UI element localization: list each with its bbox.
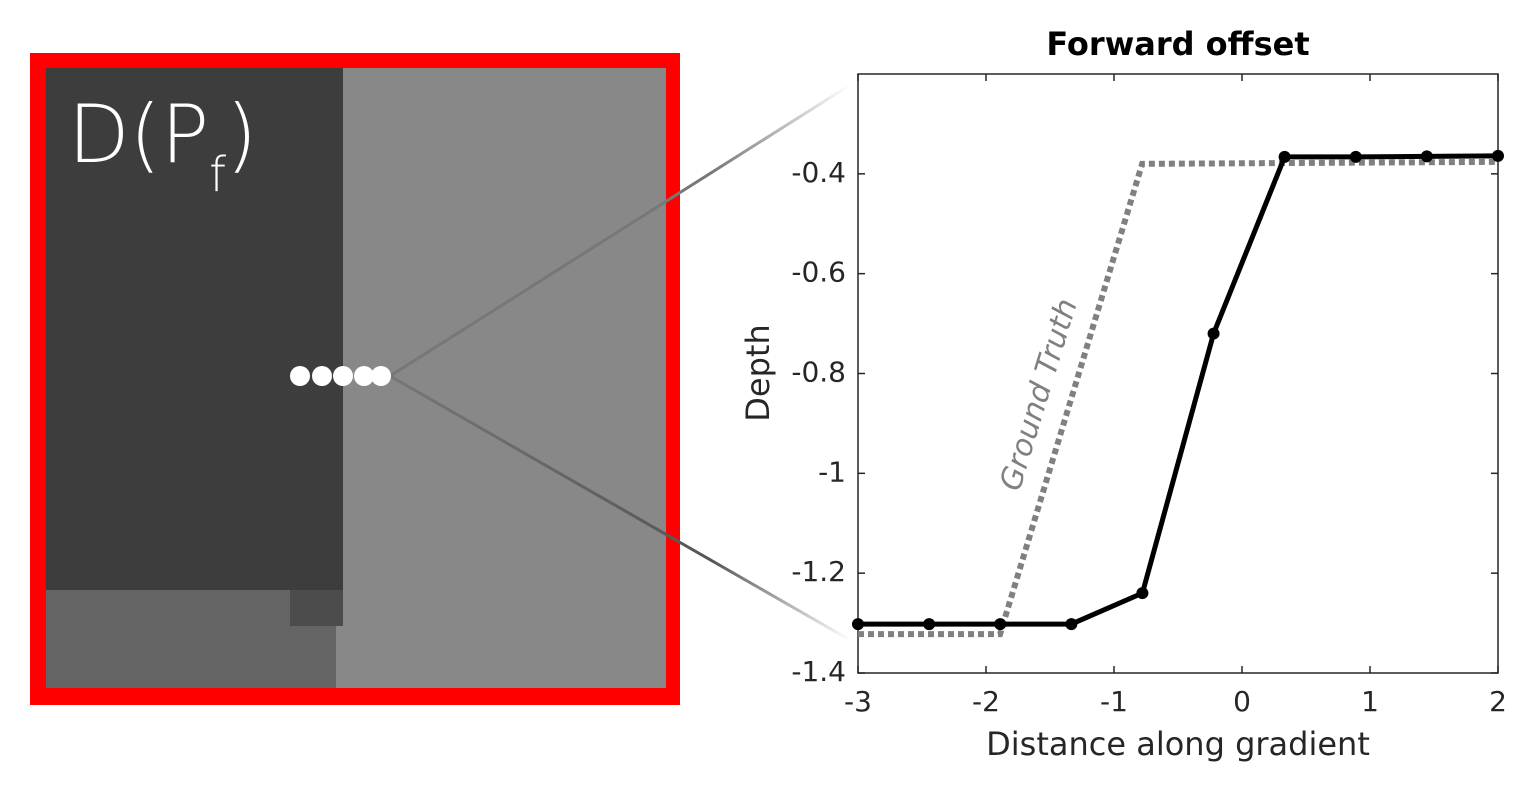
image-dark: [46, 68, 343, 590]
zoom-line: [389, 83, 851, 378]
y-tick-label: -0.8: [791, 356, 846, 389]
depth-image: D(Pf): [30, 53, 851, 705]
chart-title: Forward offset: [1046, 25, 1309, 63]
x-tick-label: 1: [1361, 685, 1379, 718]
x-tick-label: -2: [972, 685, 1000, 718]
data-point: [1065, 618, 1078, 631]
y-tick-label: -1: [818, 455, 846, 488]
y-tick-label: -1.2: [791, 555, 846, 588]
data-point: [1207, 327, 1220, 340]
data-point: [1278, 150, 1291, 163]
data-point: [1492, 149, 1504, 162]
data-point: [1349, 150, 1362, 163]
y-tick-label: -1.4: [791, 655, 846, 688]
series-line: [858, 153, 1499, 627]
data-point: [923, 618, 936, 631]
x-tick-label: -3: [844, 685, 872, 718]
data-point: [1136, 587, 1149, 600]
x-tick-label: 2: [1489, 685, 1507, 718]
image-step: [290, 590, 343, 626]
data-point: [994, 618, 1007, 631]
x-tick-label: 0: [1233, 685, 1251, 718]
data-point: [1420, 150, 1433, 163]
x-axis-label: Distance along gradient: [986, 725, 1370, 763]
y-axis-label: Depth: [739, 324, 777, 421]
zoom-line: [389, 374, 851, 642]
image-bottom: [46, 590, 336, 688]
image-label: D(Pf): [68, 88, 257, 203]
x-tick-label: -1: [1100, 685, 1128, 718]
sample-dots: [290, 366, 391, 386]
y-tick-label: -0.6: [791, 256, 846, 289]
y-tick-label: -0.4: [791, 156, 846, 189]
series-line: [858, 158, 1499, 638]
data-point: [852, 618, 864, 631]
